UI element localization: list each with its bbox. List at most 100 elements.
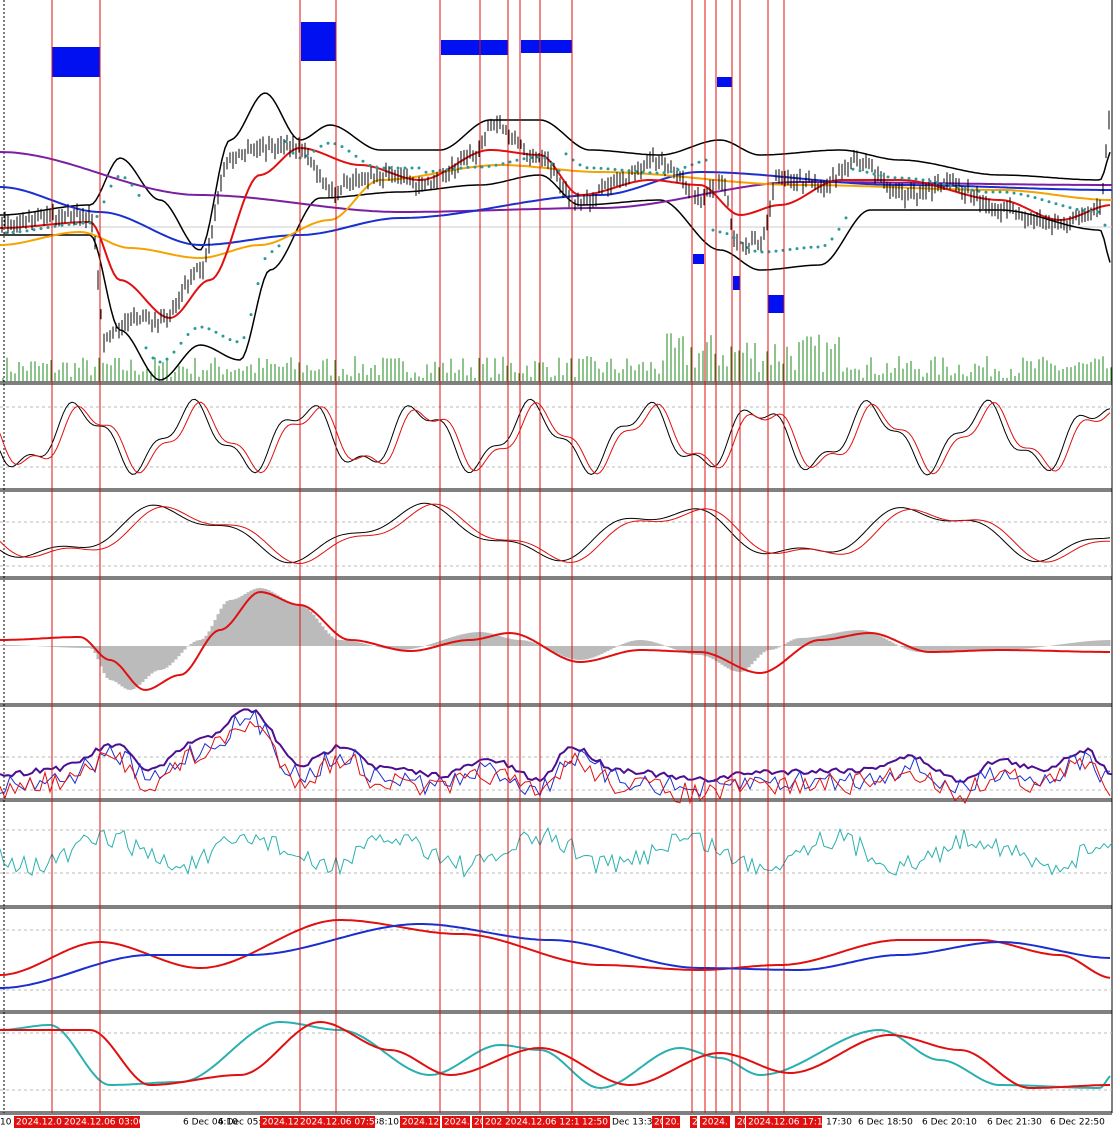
sar-dot bbox=[529, 156, 533, 160]
time-label: Dec 13:30 bbox=[612, 1118, 658, 1128]
sar-dot bbox=[718, 230, 722, 234]
marker-label-bg bbox=[14, 1116, 62, 1128]
sar-dot bbox=[88, 221, 92, 225]
sar-dot bbox=[32, 228, 36, 232]
sar-dot bbox=[326, 141, 330, 145]
marker-label: 20 bbox=[654, 1118, 666, 1128]
sar-dot bbox=[774, 249, 778, 253]
sar-dot bbox=[305, 154, 309, 158]
signal-box bbox=[733, 276, 740, 290]
sar-dot bbox=[39, 227, 43, 231]
marker-label-bg bbox=[652, 1116, 662, 1128]
marker-label: 20 bbox=[474, 1118, 486, 1128]
marker-label: 202 bbox=[485, 1118, 502, 1128]
adx-purple bbox=[0, 708, 1113, 783]
sar-dot bbox=[389, 166, 393, 170]
marker-label: 2024.12.06 12:10 bbox=[505, 1118, 586, 1128]
sar-dot bbox=[921, 178, 925, 182]
sar-dot bbox=[354, 154, 358, 158]
sar-dot bbox=[186, 333, 190, 337]
sar-dot bbox=[795, 247, 799, 251]
marker-label: 2024.12. bbox=[402, 1118, 442, 1128]
sar-dot bbox=[361, 159, 365, 163]
time-label: 6 Dec 18:50 bbox=[858, 1118, 913, 1128]
sar-dot bbox=[508, 160, 512, 164]
time-label: 6 Dec 20:10 bbox=[922, 1118, 977, 1128]
marker-label: 2024.12.06 07:55 bbox=[300, 1118, 380, 1128]
sar-dot bbox=[851, 167, 855, 171]
sar-dot bbox=[102, 200, 106, 204]
sar-dot bbox=[270, 250, 274, 254]
sar-dot bbox=[200, 325, 204, 329]
sar-dot bbox=[676, 168, 680, 172]
signal-box bbox=[693, 254, 704, 264]
time-label: 6 Dec 04:10 bbox=[183, 1118, 238, 1128]
marker-label: 2 bbox=[692, 1118, 698, 1128]
sar-dot bbox=[802, 246, 806, 250]
marker-label-bg bbox=[663, 1116, 680, 1128]
sar-dot bbox=[970, 188, 974, 192]
sar-dot bbox=[620, 168, 624, 172]
sar-dot bbox=[998, 190, 1002, 194]
di-red bbox=[0, 720, 1111, 805]
sar-dot bbox=[599, 166, 603, 170]
sar-dot bbox=[914, 177, 918, 181]
time-label: 10 bbox=[0, 1118, 12, 1128]
sar-dot bbox=[60, 223, 64, 227]
bollinger-lower bbox=[0, 174, 1111, 381]
sar-dot bbox=[403, 166, 407, 170]
sar-dot bbox=[928, 179, 932, 183]
sar-dot bbox=[837, 227, 841, 231]
marker-label: 2024.12.06 17:15 bbox=[748, 1118, 828, 1128]
marker-label: 12:50 bbox=[582, 1118, 608, 1128]
marker-label-bg bbox=[483, 1116, 503, 1128]
sar-dot bbox=[340, 145, 344, 149]
sar-dot bbox=[130, 183, 134, 187]
sar-dot bbox=[697, 160, 701, 164]
di-blue bbox=[0, 709, 1111, 798]
sar-dot bbox=[46, 226, 50, 230]
sar-dot bbox=[746, 246, 750, 250]
marker-label-bg bbox=[400, 1116, 440, 1128]
marker-label: 20. bbox=[737, 1118, 751, 1128]
stoch-signal bbox=[0, 401, 1111, 475]
sar-dot bbox=[473, 165, 477, 169]
sar-dot bbox=[284, 139, 288, 143]
sar-dot bbox=[564, 152, 568, 156]
sar-dot bbox=[1040, 198, 1044, 202]
sar-dot bbox=[1054, 202, 1058, 206]
sar-dot bbox=[963, 187, 967, 191]
sar-dot bbox=[788, 248, 792, 251]
sar-dot bbox=[942, 182, 946, 186]
sar-dot bbox=[879, 174, 883, 178]
macd-signal bbox=[0, 590, 1110, 691]
sar-dot bbox=[907, 176, 911, 180]
sar-dot bbox=[1047, 200, 1051, 204]
sar-dot bbox=[396, 166, 400, 170]
marker-label-bg bbox=[442, 1116, 470, 1128]
marker-label: 2024.12.06 bbox=[16, 1118, 68, 1128]
sar-dot bbox=[277, 244, 281, 248]
ma-blue bbox=[0, 171, 1112, 246]
sar-dot bbox=[858, 169, 862, 173]
signal-box bbox=[52, 47, 100, 77]
sar-dot bbox=[760, 250, 764, 254]
osc-teal bbox=[0, 1021, 1111, 1090]
sar-dot bbox=[144, 346, 148, 350]
marker-label-bg bbox=[735, 1116, 745, 1128]
sar-dot bbox=[109, 184, 113, 188]
signal-box bbox=[717, 77, 732, 87]
sar-dot bbox=[669, 170, 673, 174]
marker-label-bg bbox=[298, 1116, 375, 1128]
sar-dot bbox=[256, 282, 260, 286]
marker-label: 2024.12 bbox=[262, 1118, 299, 1128]
sar-dot bbox=[1012, 191, 1016, 195]
sar-dot bbox=[634, 170, 638, 174]
sar-dot bbox=[158, 360, 162, 364]
sar-dot bbox=[816, 245, 820, 249]
sar-dot bbox=[872, 172, 876, 176]
sar-dot bbox=[984, 190, 988, 194]
sar-dot bbox=[312, 149, 316, 153]
